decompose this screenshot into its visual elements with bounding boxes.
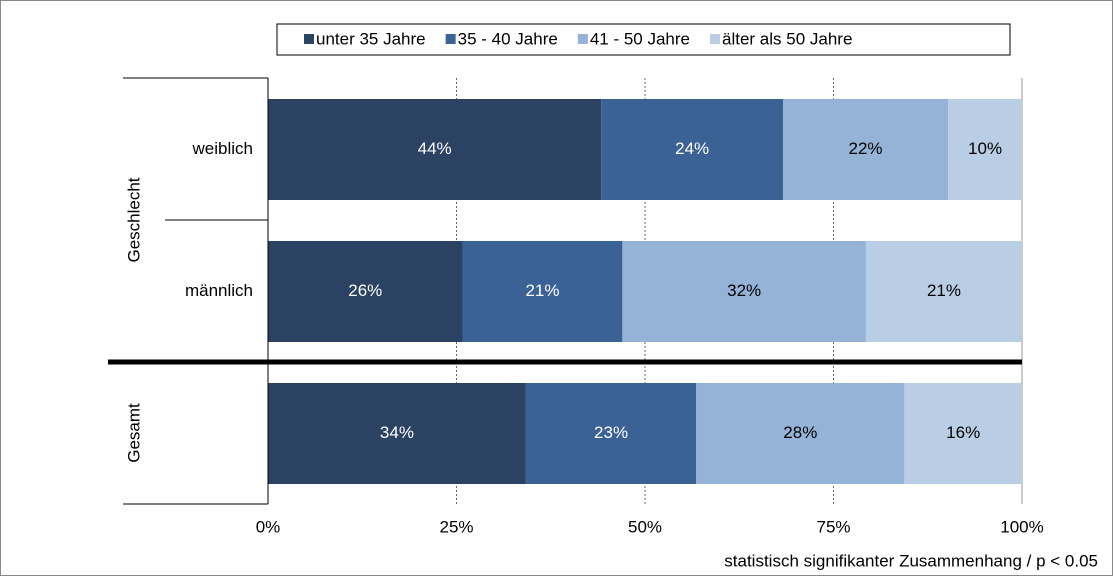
value-label: 22% [849,139,883,158]
legend-swatch [577,34,588,44]
value-label: 21% [525,281,559,300]
bar-segment [696,383,905,484]
x-tick-label: 50% [628,517,662,536]
group-label: Gesamt [124,403,143,463]
bar-segment [268,383,526,484]
value-label: 26% [348,281,382,300]
bar-segment [601,99,783,200]
value-label: 16% [946,423,980,442]
legend-box [276,23,1011,56]
bar-segment [904,383,1022,484]
legend-swatch [304,34,314,44]
bar-segment [782,99,949,200]
value-label: 28% [783,423,817,442]
value-label: 44% [418,139,452,158]
bar-segment [948,99,1022,200]
value-label: 24% [675,139,709,158]
legend-label: 41 - 50 Jahre [590,29,690,48]
bar-segment [462,241,623,342]
x-tick-label: 100% [1000,517,1043,536]
category-label: männlich [185,281,253,300]
legend-label: 35 - 40 Jahre [458,29,558,48]
legend-swatch [710,34,721,44]
bar-segment [622,241,866,342]
value-label: 34% [380,423,414,442]
x-tick-label: 75% [816,517,850,536]
x-tick-label: 0% [256,517,281,536]
bar-segment [268,241,463,342]
x-tick-label: 25% [439,517,473,536]
legend-label: älter als 50 Jahre [722,29,852,48]
bar-segment [525,383,697,484]
bar-segment [268,99,602,200]
value-label: 32% [727,281,761,300]
note: statistisch signifikanter Zusammenhang /… [724,551,1098,570]
group-label: Geschlecht [124,177,143,262]
value-label: 23% [594,423,628,442]
value-label: 10% [968,139,1002,158]
legend-label: unter 35 Jahre [316,29,426,48]
bar-segment [865,241,1022,342]
legend-swatch [445,34,456,44]
value-label: 21% [927,281,961,300]
category-label: weiblich [192,139,253,158]
